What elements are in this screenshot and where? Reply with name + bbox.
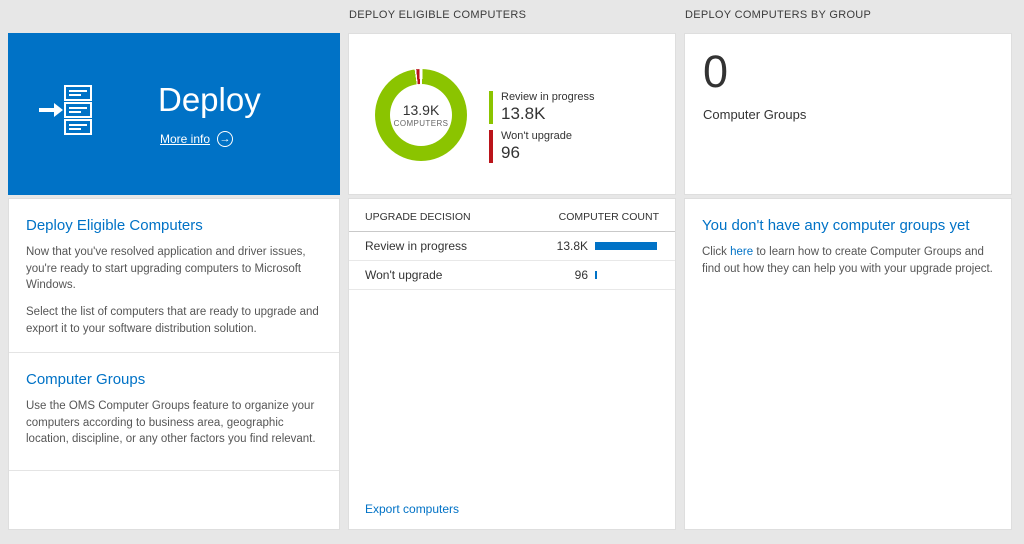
row-label: Won't upgrade	[365, 268, 443, 282]
legend-value: 96	[501, 143, 520, 162]
right-column-header: DEPLOY COMPUTERS BY GROUP	[685, 9, 872, 21]
deploy-description-panel: Deploy Eligible Computers Now that you'v…	[8, 198, 340, 530]
computers-donut-chart[interactable]: 13.9K COMPUTERS	[375, 69, 467, 161]
middle-column-header: DEPLOY ELIGIBLE COMPUTERS	[349, 9, 527, 21]
deploy-eligible-computers-heading: Deploy Eligible Computers	[26, 217, 203, 234]
more-info-arrow-icon[interactable]: →	[217, 131, 234, 147]
row-label: Review in progress	[365, 239, 468, 253]
donut-center: 13.9K COMPUTERS	[390, 84, 452, 146]
computer-groups-section: Computer Groups Use the OMS Computer Gro…	[9, 353, 339, 471]
row-count-bar	[595, 242, 657, 250]
text-before-link: Click	[702, 246, 731, 258]
deploy-tile[interactable]: Deploy More info →	[8, 33, 340, 195]
table-header-computer-count: COMPUTER COUNT	[558, 211, 659, 223]
deploy-tile-title: Deploy	[158, 81, 261, 118]
legend-item-wont-upgrade: Won't upgrade 96	[489, 130, 595, 163]
deploy-eligible-paragraph-2: Select the list of computers that are re…	[26, 306, 319, 335]
donut-total-label: COMPUTERS	[393, 119, 449, 128]
computer-groups-count-tile: 0 Computer Groups	[684, 33, 1012, 195]
row-bar-zone	[595, 271, 659, 279]
text-after-link: to learn how to create Computer Groups a…	[702, 246, 993, 276]
deploy-eligible-computers-section: Deploy Eligible Computers Now that you'v…	[9, 199, 339, 353]
upgrade-decision-table-card: UPGRADE DECISION COMPUTER COUNT Review i…	[348, 198, 676, 530]
legend-item-review-in-progress: Review in progress 13.8K	[489, 91, 595, 124]
computer-groups-count: 0	[703, 46, 729, 97]
computer-groups-heading: Computer Groups	[26, 371, 146, 388]
table-row[interactable]: Review in progress 13.8K	[349, 232, 675, 261]
more-info-link[interactable]: More info	[160, 132, 211, 146]
table-row[interactable]: Won't upgrade 96	[349, 261, 675, 290]
export-computers-link[interactable]: Export computers	[365, 502, 460, 516]
donut-legend: Review in progress 13.8K Won't upgrade 9…	[489, 91, 595, 169]
no-groups-text: Click here to learn how to create Comput…	[702, 244, 994, 279]
no-groups-heading: You don't have any computer groups yet	[702, 217, 970, 234]
legend-label: Review in progress	[501, 91, 595, 103]
row-count-bar	[595, 271, 597, 279]
here-link[interactable]: here	[730, 246, 754, 258]
row-value: 13.8K	[556, 239, 588, 253]
eligible-computers-donut-card: 13.9K COMPUTERS Review in progress 13.8K…	[348, 33, 676, 195]
row-bar-zone	[595, 242, 659, 250]
legend-swatch-red	[489, 130, 493, 163]
legend-swatch-green	[489, 91, 493, 124]
row-value: 96	[574, 268, 588, 282]
deploy-eligible-paragraph-1: Now that you've resolved application and…	[26, 246, 306, 292]
legend-value: 13.8K	[501, 104, 546, 123]
no-computer-groups-panel: You don't have any computer groups yet C…	[684, 198, 1012, 530]
table-header-row: UPGRADE DECISION COMPUTER COUNT	[349, 199, 675, 232]
donut-total-value: 13.9K	[402, 102, 440, 118]
more-info-row: More info →	[160, 131, 234, 147]
legend-label: Won't upgrade	[501, 130, 573, 142]
computer-groups-count-label: Computer Groups	[703, 106, 807, 122]
computer-groups-paragraph: Use the OMS Computer Groups feature to o…	[26, 400, 316, 446]
deploy-stack-arrow-icon	[38, 81, 96, 144]
table-header-upgrade-decision: UPGRADE DECISION	[365, 211, 471, 223]
